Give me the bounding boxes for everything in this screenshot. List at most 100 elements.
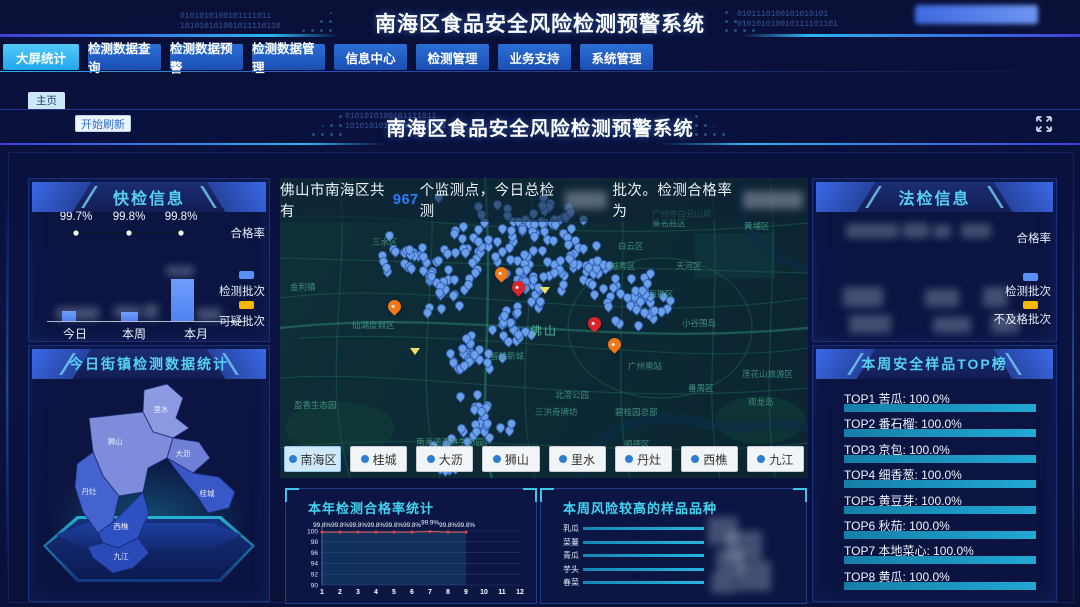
- svg-text:4: 4: [374, 589, 378, 596]
- map-place-label: 金利镇: [290, 282, 316, 292]
- nav-tab-5[interactable]: 信息中心: [334, 44, 407, 70]
- top-item-label: TOP8 黄瓜: 100.0%: [844, 569, 950, 584]
- legend-batch-swatch: [1023, 273, 1038, 281]
- binary-decoration: 0101010100101111011 10101010100101111011…: [345, 112, 446, 131]
- quick-check-title: 快检信息: [112, 191, 185, 208]
- map-place-label: 盈香生态园: [294, 400, 337, 410]
- binary-decoration: 0101110100101010101 01010101001011110110…: [737, 10, 838, 29]
- pin-dot: [610, 342, 616, 347]
- region-dot-icon: [288, 455, 297, 463]
- svg-text:1: 1: [320, 589, 324, 596]
- region-tab-label: 丹灶: [637, 452, 662, 467]
- region-tab-label: 桂城: [372, 452, 397, 467]
- blurred-data: [849, 315, 891, 333]
- map-region-tab-5[interactable]: 里水: [548, 446, 606, 472]
- nav-tab-7[interactable]: 业务支持: [498, 44, 571, 70]
- nav-tab-3[interactable]: 检测数据预警: [170, 42, 243, 75]
- map-place-label: 智慧新城: [490, 351, 525, 361]
- quick-check-chart: 99.7% 99.8% 99.8% 今日 本周 本月 合格率 检测批次 可疑批次: [29, 209, 269, 341]
- svg-text:2: 2: [338, 589, 342, 596]
- nav-tab-8[interactable]: 系统管理: [580, 44, 653, 70]
- pin-dot: [390, 304, 396, 309]
- law-check-panel: 法检信息 合格率 检测批次 不及格批次: [812, 178, 1057, 342]
- fullscreen-icon[interactable]: [1034, 114, 1054, 134]
- map-place-label: 广州南站: [628, 361, 663, 371]
- map-place-label: 天河区: [676, 261, 702, 271]
- legend-suspect-label: 可疑批次: [219, 316, 265, 328]
- map-place-label: 三水区: [372, 237, 398, 247]
- region-tabs: 南海区 桂城 大沥 狮山 里水 丹灶 西樵 九江: [284, 446, 804, 472]
- map-place-label: 南海湾森林生态园: [416, 437, 485, 447]
- region-dot-icon: [559, 455, 568, 463]
- batch-bar-today: [62, 311, 76, 321]
- region-dot-icon: [757, 455, 766, 463]
- nav-tab-6[interactable]: 检测管理: [416, 44, 489, 70]
- svg-text:99.8%: 99.8%: [367, 522, 385, 529]
- subheader-line: [0, 143, 385, 145]
- blurred-data: [991, 315, 1019, 333]
- edge-glow: [6, 190, 8, 580]
- legend-rate-label: 合格率: [1016, 233, 1052, 245]
- svg-text:里水: 里水: [154, 404, 169, 414]
- svg-text:99.8%: 99.8%: [439, 522, 457, 529]
- yearly-rate-panel: 本年检测合格率统计 90 92 94 96 98 100 1 2 3 4 5 6 7 8 9 10 11 12 99…: [285, 488, 537, 604]
- header-line: [740, 34, 1080, 37]
- map-banner: 佛山市南海区共有 967 个监测点，今日总检测 批次。检测合格率为: [280, 178, 808, 222]
- nav-tab-2[interactable]: 检测数据查询: [88, 42, 161, 75]
- region-tab-label: 西樵: [703, 452, 728, 467]
- map-region-tab-6[interactable]: 丹灶: [614, 446, 672, 472]
- region-tab-label: 九江: [769, 452, 794, 467]
- nav-tab-4[interactable]: 检测数据管理: [252, 42, 325, 75]
- nav-tab-1[interactable]: 大屏统计: [3, 44, 79, 70]
- svg-text:丹灶: 丹灶: [82, 486, 97, 496]
- map-place-label: 莲花山旅游区: [742, 369, 794, 379]
- svg-text:桂城: 桂城: [200, 488, 215, 498]
- category-label: 今日: [63, 327, 88, 341]
- map-region-tab-1[interactable]: 南海区: [284, 446, 342, 472]
- top-list-title: 本周安全样品TOP榜: [861, 356, 1008, 372]
- risk-bar: [583, 554, 704, 558]
- risk-category-label: 青瓜: [563, 551, 579, 561]
- svg-text:大沥: 大沥: [176, 448, 191, 458]
- map-place-label: 越秀区: [610, 261, 636, 271]
- map-place-label: 顺德区: [624, 439, 650, 449]
- blurred-data: [197, 308, 221, 321]
- map-place-label: 黄埔区: [744, 221, 770, 231]
- map-region-tab-4[interactable]: 狮山: [482, 446, 540, 472]
- blurred-data: [983, 287, 1007, 307]
- warning-marker-yellow[interactable]: [410, 348, 420, 355]
- region-dot-icon: [426, 455, 435, 463]
- map-place-label: 白云区: [618, 241, 644, 251]
- risk-bar: [583, 567, 704, 571]
- map-region-tab-2[interactable]: 桂城: [350, 446, 408, 472]
- start-refresh-button[interactable]: 开始刷新: [75, 115, 131, 132]
- region-dot-icon: [492, 455, 501, 463]
- banner-text: 个监测点，今日总检测: [419, 183, 555, 220]
- user-info-blurred[interactable]: [915, 5, 1038, 24]
- law-check-title: 法检信息: [898, 191, 971, 208]
- top-item-bar: [844, 429, 1036, 438]
- legend-batch-label: 检测批次: [219, 286, 265, 298]
- map-place-label: 仙湖度假区: [352, 320, 395, 330]
- blurred-data: [843, 287, 883, 307]
- breadcrumb: 主页: [0, 88, 1080, 110]
- warning-marker-yellow[interactable]: [540, 287, 550, 294]
- region-dot-icon: [360, 455, 369, 463]
- top-list-header: 本周安全样品TOP榜: [816, 349, 1053, 379]
- svg-text:92: 92: [311, 572, 319, 579]
- banner-text: 佛山市南海区共有: [280, 183, 385, 220]
- blurred-data: [166, 266, 194, 276]
- map-region-tab-8[interactable]: 九江: [746, 446, 804, 472]
- region-tab-label: 狮山: [504, 452, 529, 467]
- risk-samples-title: 本周风险较高的样品品种: [563, 501, 718, 516]
- svg-text:3: 3: [356, 589, 360, 596]
- map-region-tab-7[interactable]: 西樵: [680, 446, 738, 472]
- hex-platform-top: [56, 523, 242, 549]
- region-dot-icon: [691, 455, 700, 463]
- breadcrumb-home-tab[interactable]: 主页: [28, 92, 65, 109]
- svg-text:99.8%: 99.8%: [313, 522, 331, 529]
- map-region-tab-3[interactable]: 大沥: [416, 446, 474, 472]
- map-place-label: 观龙岛: [748, 397, 774, 407]
